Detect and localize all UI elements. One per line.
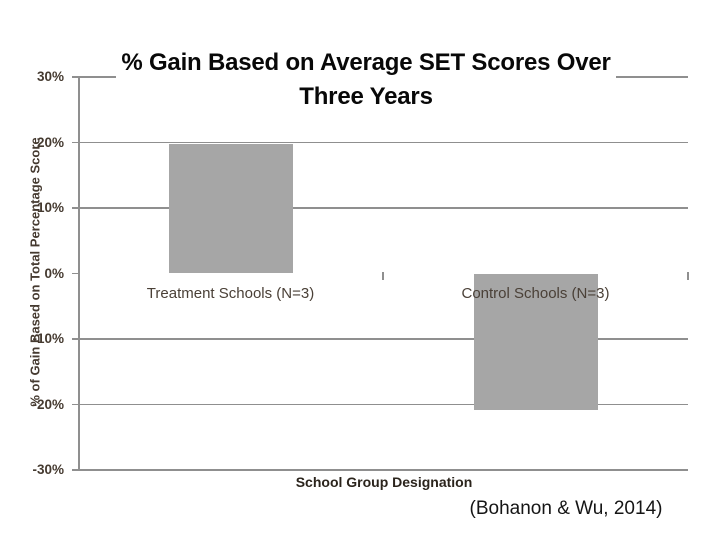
x-axis-tick (382, 271, 384, 280)
y-axis-title: % of Gain Based on Total Percentage Scor… (27, 137, 43, 407)
y-gridline (78, 141, 688, 144)
chart-title-text: % Gain Based on Average SET Scores Over … (116, 46, 616, 114)
y-axis-line (78, 77, 80, 470)
y-gridline (78, 403, 688, 406)
citation: (Bohanon & Wu, 2014) (469, 498, 663, 519)
y-axis-tick (72, 403, 78, 406)
y-tick-label: 30% (36, 69, 64, 84)
y-axis-tick (72, 207, 78, 209)
y-tick-label: 20% (36, 134, 64, 150)
bar-1 (168, 143, 293, 274)
y-gridline (78, 469, 688, 471)
category-label: Treatment Schools (N=3) (146, 284, 315, 302)
y-axis-tick (72, 272, 78, 275)
x-axis-title: School Group Designation (295, 474, 473, 490)
y-gridline (78, 207, 688, 209)
bar-2 (473, 273, 598, 410)
y-axis-tick (72, 469, 78, 471)
y-tick-label: -30% (32, 462, 64, 477)
y-tick-label: 0% (44, 265, 64, 281)
y-axis-tick (72, 141, 78, 144)
y-gridline (78, 338, 688, 340)
chart-title: % Gain Based on Average SET Scores Over … (6, 46, 720, 114)
y-axis-tick (72, 338, 78, 340)
y-tick-label: -10% (32, 331, 64, 346)
y-axis-tick (72, 76, 78, 78)
x-axis-tick (687, 271, 689, 280)
y-tick-label: -20% (32, 396, 64, 412)
category-label: Control Schools (N=3) (461, 284, 610, 302)
y-tick-label: 10% (36, 200, 64, 215)
